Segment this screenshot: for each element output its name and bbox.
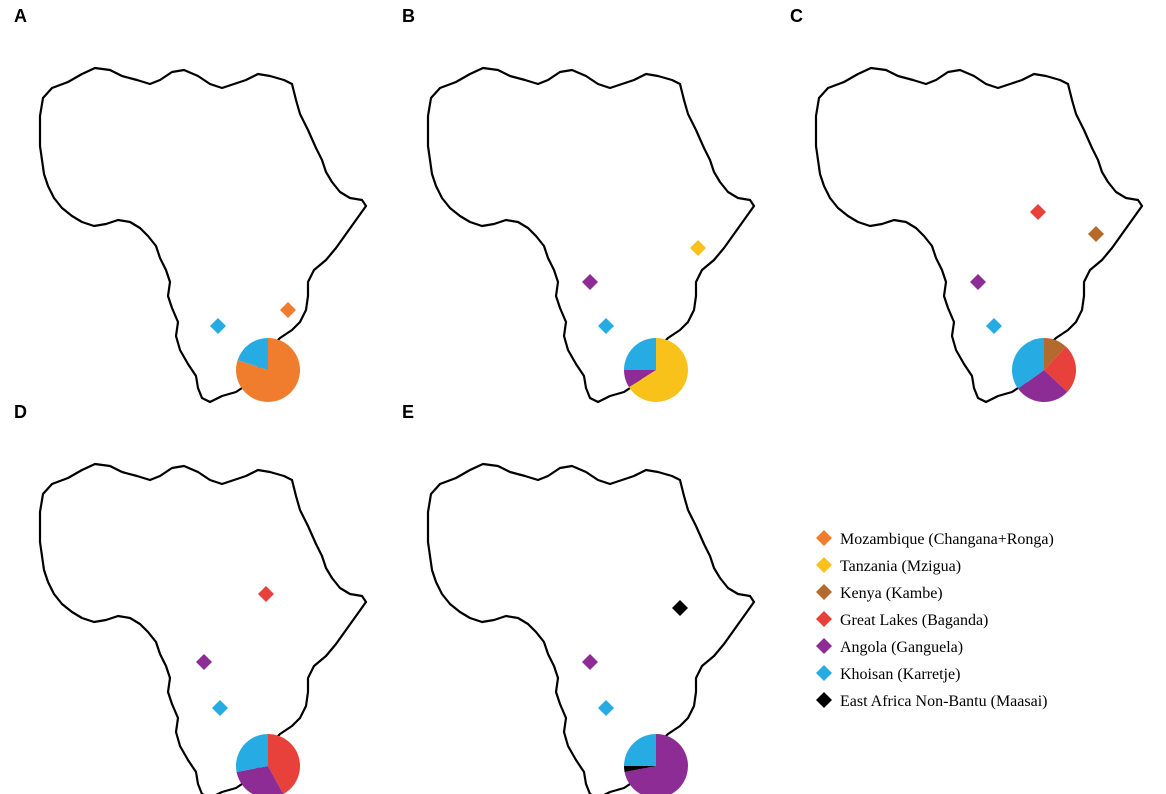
map-panel-b: B [402, 6, 756, 404]
pie-slice-great-lakes [1044, 346, 1077, 392]
source-marker-angola [970, 274, 986, 290]
map-panel-e: E [402, 402, 756, 794]
map-panel-d: D [14, 402, 368, 794]
africa-outline [426, 66, 756, 404]
source-marker-khoisan [986, 318, 1002, 334]
legend-item-east-africa-non-bantu: East Africa Non-Bantu (Maasai) [816, 692, 1047, 710]
panels-container: A B C D E [14, 6, 1144, 794]
pie-slice-angola [624, 734, 688, 794]
panel-label: E [402, 402, 414, 422]
africa-outline [38, 66, 368, 404]
source-marker-tanzania [690, 240, 706, 256]
legend-marker [816, 557, 832, 573]
legend-label: Great Lakes (Baganda) [840, 612, 988, 629]
legend-item-mozambique: Mozambique (Changana+Ronga) [816, 530, 1054, 548]
pie-slice-tanzania [628, 338, 688, 402]
legend-marker [816, 584, 832, 600]
legend-label: Tanzania (Mzigua) [840, 558, 961, 575]
legend-marker [816, 638, 832, 654]
panel-label: D [14, 402, 27, 422]
source-marker-angola [196, 654, 212, 670]
legend-label: Angola (Ganguela) [840, 639, 963, 656]
source-marker-mozambique [280, 302, 296, 318]
source-marker-great-lakes [1030, 204, 1046, 220]
pie-slice-east-africa-non-bantu [624, 766, 656, 772]
pie-slice-angola [624, 370, 656, 388]
source-marker-kenya [1088, 226, 1104, 242]
source-marker-khoisan [210, 318, 226, 334]
source-marker-khoisan [598, 318, 614, 334]
legend-item-kenya: Kenya (Kambe) [816, 584, 943, 602]
source-marker-east-africa-non-bantu [672, 600, 688, 616]
legend-item-angola: Angola (Ganguela) [816, 638, 963, 656]
map-panel-a: A [14, 6, 368, 404]
panel-label: B [402, 6, 415, 26]
source-marker-khoisan [598, 700, 614, 716]
source-marker-angola [582, 274, 598, 290]
panel-label: A [14, 6, 27, 26]
legend-label: East Africa Non-Bantu (Maasai) [840, 693, 1047, 710]
map-panel-c: C [790, 6, 1144, 404]
pie-slice-kenya [1044, 338, 1066, 370]
pie-slice-great-lakes [268, 734, 300, 794]
africa-outline [426, 462, 756, 794]
legend-label: Khoisan (Karretje) [840, 666, 960, 683]
source-marker-angola [582, 654, 598, 670]
legend-label: Kenya (Kambe) [840, 585, 943, 602]
pie-slice-angola [236, 766, 284, 794]
panel-label: C [790, 6, 803, 26]
pie-slice-khoisan [1011, 338, 1044, 389]
legend: Mozambique (Changana+Ronga) Tanzania (Mzi… [816, 530, 1054, 710]
legend-marker [816, 530, 832, 546]
legend-marker [816, 611, 832, 627]
pie-slice-angola [1018, 370, 1068, 403]
pie-slice-khoisan [236, 734, 268, 772]
legend-marker [816, 692, 832, 708]
legend-marker [816, 665, 832, 681]
legend-item-khoisan: Khoisan (Karretje) [816, 665, 960, 683]
legend-label: Mozambique (Changana+Ronga) [840, 531, 1054, 548]
source-marker-khoisan [212, 700, 228, 716]
pie-slice-khoisan [624, 734, 656, 766]
africa-outline [38, 462, 368, 794]
legend-item-great-lakes: Great Lakes (Baganda) [816, 611, 988, 629]
pie-slice-khoisan [237, 338, 268, 370]
pie-slice-khoisan [624, 338, 656, 370]
legend-item-tanzania: Tanzania (Mzigua) [816, 557, 961, 575]
pie-slice-mozambique [236, 338, 301, 402]
source-marker-great-lakes [258, 586, 274, 602]
